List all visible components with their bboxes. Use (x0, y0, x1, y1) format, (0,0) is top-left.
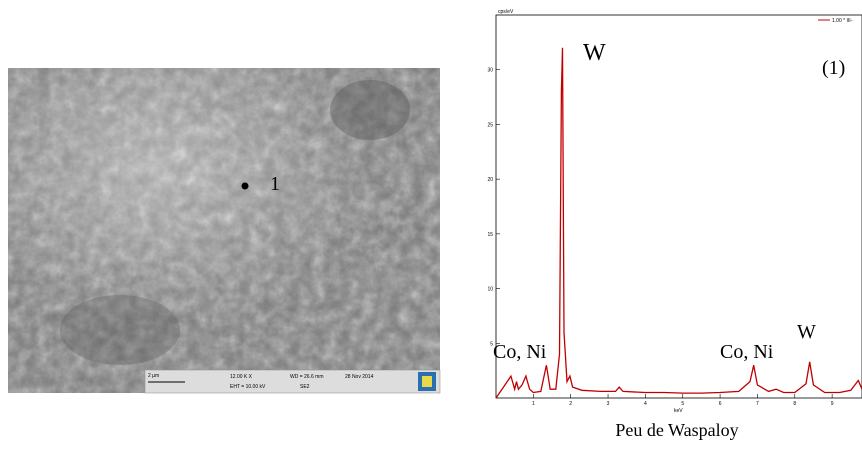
caption: Peu de Waspaloy (615, 420, 738, 440)
y-tick-label: 10 (487, 287, 493, 293)
scale-bar-label: 2 µm (148, 373, 159, 379)
detector: SE2 (300, 384, 310, 390)
x-tick-label: 5 (681, 401, 684, 407)
y-axis-label: cps/eV (498, 9, 514, 15)
y-tick-label: 15 (487, 232, 493, 238)
y-tick-label: 5 (490, 341, 493, 347)
x-tick-label: 6 (719, 401, 722, 407)
y-tick-label: 25 (487, 122, 493, 128)
y-tick-label: 20 (487, 177, 493, 183)
sem-image: 1 2 µm 12.00 K X EHT = 10.00 kV WD = 26.… (8, 68, 441, 394)
info-bar (144, 369, 441, 394)
x-tick-label: 2 (569, 401, 572, 407)
plot-frame (495, 14, 862, 399)
x-tick-label: 4 (644, 401, 647, 407)
point-marker (241, 182, 249, 190)
x-tick-label: 8 (793, 401, 796, 407)
magnification: 12.00 K X (230, 374, 253, 380)
annotation: W (797, 321, 816, 343)
wd: WD = 26.6 mm (290, 374, 323, 380)
annotation: W (583, 40, 606, 66)
legend-label: 1.00 * III- (832, 18, 853, 24)
x-tick-label: 3 (607, 401, 610, 407)
annotation: Co, Ni (720, 341, 774, 363)
annotation: (1) (822, 57, 845, 79)
x-tick-label: 1 (532, 401, 535, 407)
spectrum: cps/eV keV 1.00 * III- 5 10 15 20 25 30 1 2 3 4 5 6 7 8 9… (487, 9, 862, 440)
annotation: Co, Ni (493, 341, 547, 363)
x-tick-label: 9 (831, 401, 834, 407)
eht: EHT = 10.00 kV (230, 384, 266, 390)
point-label: 1 (270, 173, 280, 195)
x-axis-label: keV (674, 408, 683, 414)
logo-inner (422, 376, 432, 387)
x-tick-label: 7 (756, 401, 759, 407)
date: 28 Nov 2014 (345, 374, 374, 380)
y-tick-label: 30 (487, 68, 493, 74)
spectrum-line (495, 47, 862, 399)
